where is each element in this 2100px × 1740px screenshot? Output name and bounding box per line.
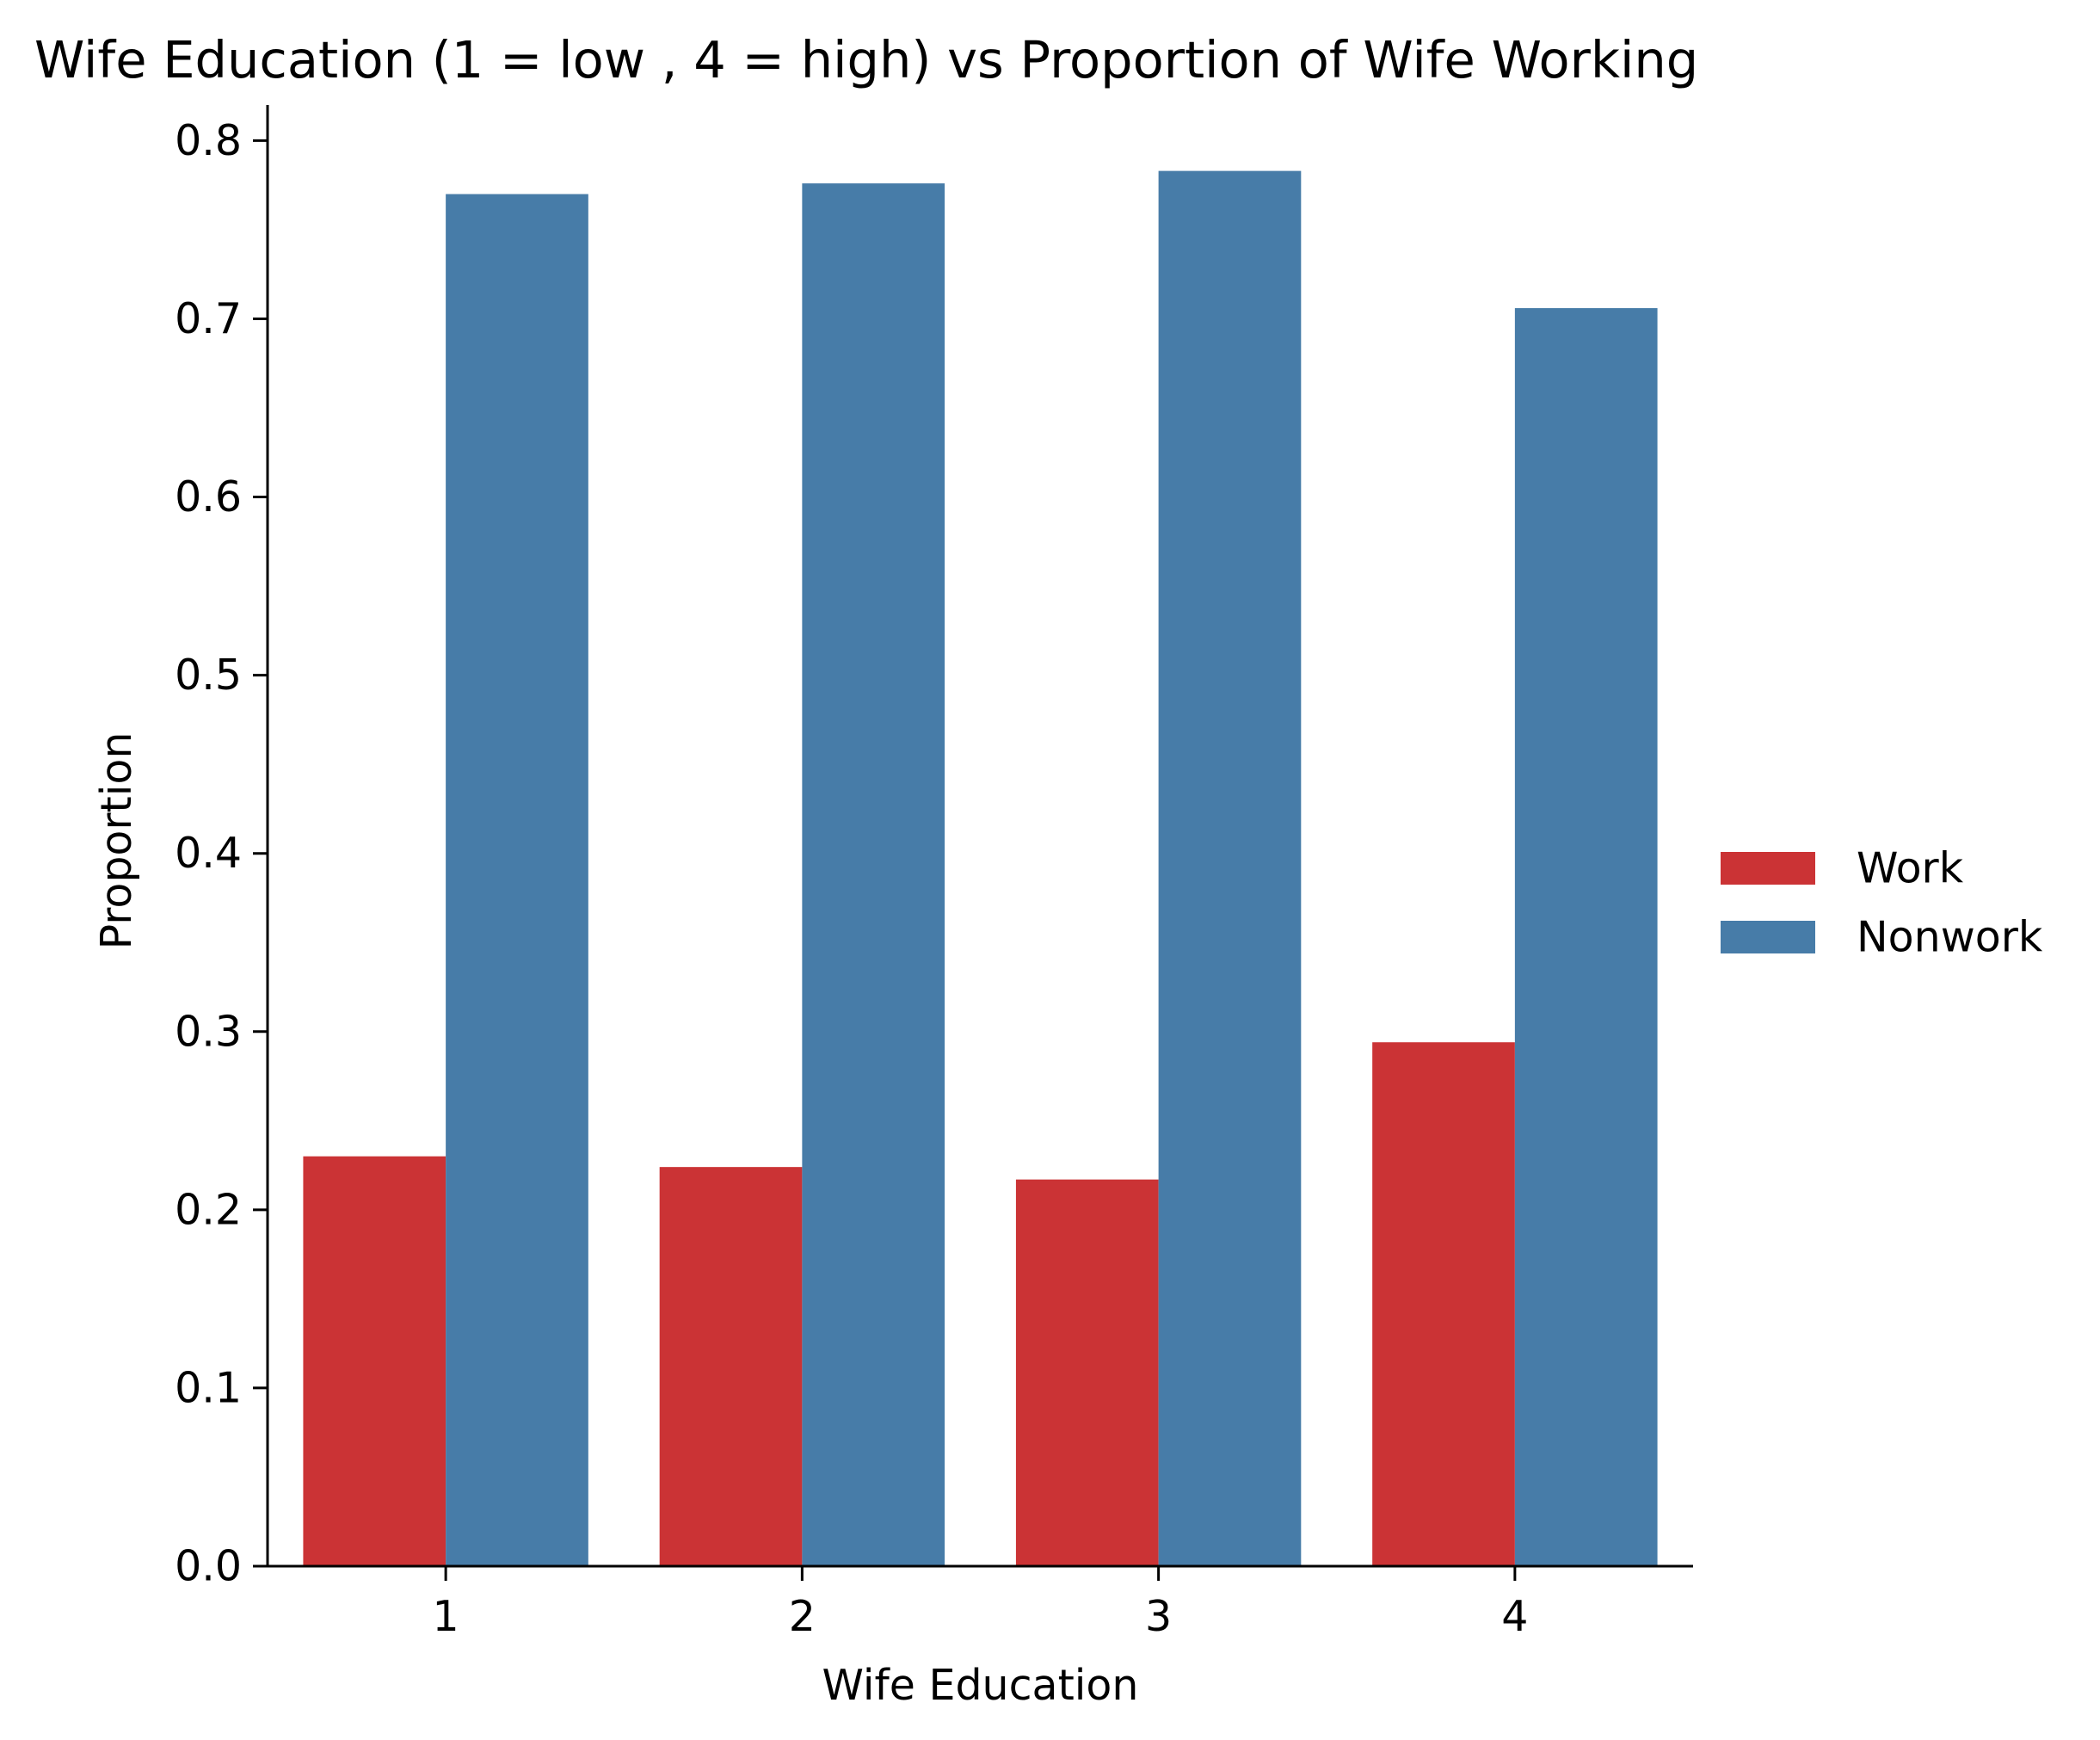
- y-tick-label: 0.5: [175, 651, 242, 700]
- x-axis-label: Wife Education: [822, 1661, 1139, 1710]
- bar-nonwork-3: [1158, 170, 1302, 1567]
- bar-work-4: [1372, 1042, 1515, 1566]
- y-tick-label: 0.1: [175, 1363, 242, 1412]
- bar-work-1: [303, 1156, 446, 1566]
- legend-swatch-work: [1721, 852, 1815, 885]
- y-tick-label: 0.8: [175, 116, 242, 165]
- legend-label-nonwork: Nonwork: [1857, 913, 2043, 962]
- bar-work-3: [1015, 1179, 1159, 1566]
- x-axis-ticks: 1 2 3 4: [433, 1566, 1528, 1641]
- y-tick-label: 0.0: [175, 1542, 242, 1591]
- bar-nonwork-1: [446, 194, 588, 1566]
- x-tick-label: 2: [789, 1592, 816, 1641]
- x-tick-label: 3: [1145, 1592, 1172, 1641]
- chart-title: Wife Education (1 = low , 4 = high) vs P…: [34, 30, 1698, 89]
- y-tick-label: 0.2: [175, 1185, 242, 1234]
- x-tick-label: 1: [433, 1592, 459, 1641]
- bar-nonwork-4: [1514, 308, 1658, 1566]
- legend: Work Nonwork: [1721, 844, 2043, 962]
- legend-swatch-nonwork: [1721, 921, 1815, 953]
- x-tick-label: 4: [1501, 1592, 1528, 1641]
- y-tick-label: 0.4: [175, 829, 242, 878]
- y-tick-label: 0.6: [175, 472, 242, 521]
- y-tick-label: 0.3: [175, 1007, 242, 1056]
- bar-nonwork-2: [802, 183, 945, 1567]
- legend-label-work: Work: [1857, 844, 1964, 893]
- y-tick-label: 0.7: [175, 294, 242, 343]
- bar-work-2: [659, 1167, 803, 1566]
- bars-group: [303, 170, 1658, 1567]
- y-axis-ticks: 0.0 0.1 0.2 0.3 0.4 0.5 0.6 0.7 0.8: [175, 116, 268, 1591]
- y-axis-label: Proportion: [92, 732, 141, 950]
